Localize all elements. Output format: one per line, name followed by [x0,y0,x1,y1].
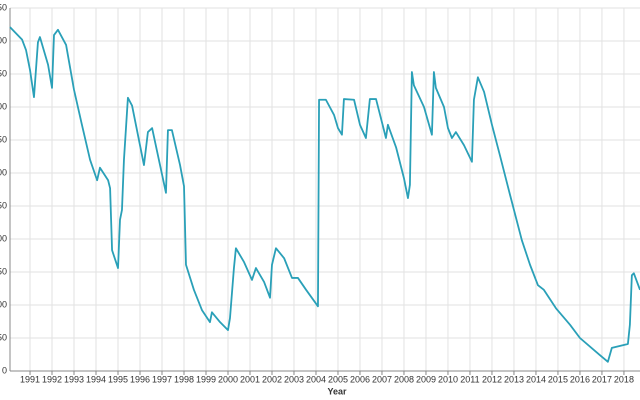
x-tick-label: 2013 [504,374,524,384]
y-tick-label: 50 [0,332,7,342]
x-tick-label: 1996 [130,374,150,384]
x-tick-label: 1993 [64,374,84,384]
y-tick-label: 200 [0,233,7,243]
x-tick-label: 2008 [394,374,414,384]
x-tick-label: 2010 [438,374,458,384]
x-tick-label: 2004 [306,374,326,384]
x-tick-label: 1998 [174,374,194,384]
x-tick-label: 2000 [218,374,238,384]
x-tick-label: 1997 [152,374,172,384]
x-tick-label: 2006 [350,374,370,384]
x-tick-label: 2017 [592,374,612,384]
x-tick-label: 2014 [526,374,546,384]
x-tick-label: 1992 [42,374,62,384]
x-tick-label: 1991 [20,374,40,384]
x-tick-label: 2005 [328,374,348,384]
y-tick-label: 450 [0,68,7,78]
y-tick-label: 150 [0,266,7,276]
x-tick-label: 2015 [548,374,568,384]
y-tick-label: 400 [0,101,7,111]
y-tick-label: 0 [2,365,7,375]
x-tick-label: 2003 [284,374,304,384]
y-tick-label: 100 [0,299,7,309]
x-tick-label: 2018 [614,374,634,384]
y-tick-label: 500 [0,35,7,45]
x-tick-label: 2002 [262,374,282,384]
y-tick-label: 300 [0,167,7,177]
x-axis-title: Year [327,386,347,396]
x-tick-label: 2009 [416,374,436,384]
y-tick-label: 250 [0,200,7,210]
x-tick-label: 1994 [86,374,106,384]
x-tick-label: 2007 [372,374,392,384]
x-tick-label: 1999 [196,374,216,384]
y-tick-label: 350 [0,134,7,144]
x-tick-label: 2012 [482,374,502,384]
x-tick-label: 2001 [240,374,260,384]
line [9,26,640,363]
x-tick-label: 2011 [460,374,479,384]
y-tick-label: 550 [0,2,7,12]
x-tick-label: 2016 [570,374,590,384]
x-tick-label: 1995 [108,374,128,384]
